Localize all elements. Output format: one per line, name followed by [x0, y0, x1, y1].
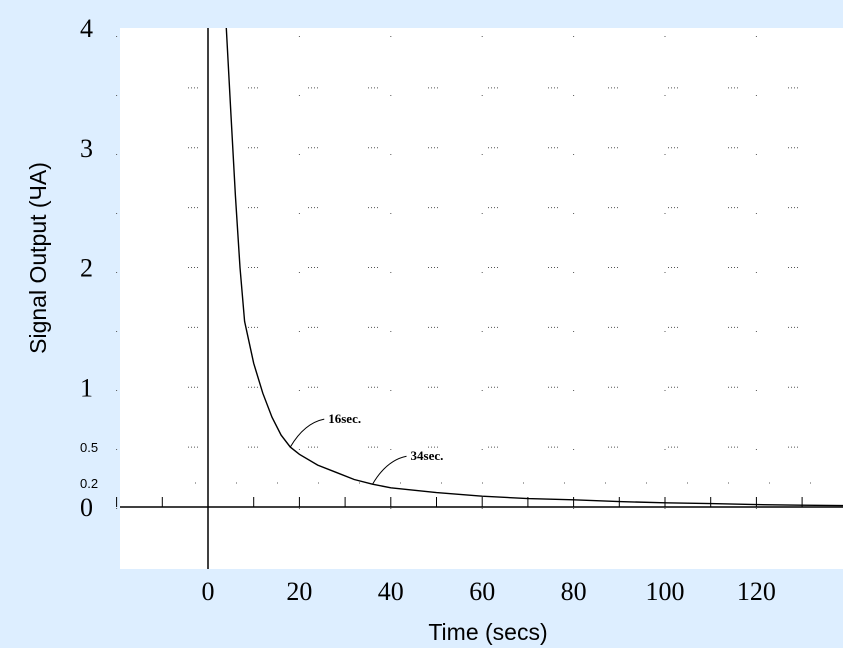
- y-tick-label: 4: [80, 14, 93, 43]
- y-tick-labels: 4 3 2 1 0.5 0.2 0: [80, 14, 98, 522]
- plot-area: [120, 28, 843, 569]
- x-tick-label: 60: [469, 577, 495, 606]
- x-axis-label: Time (secs): [428, 619, 547, 645]
- x-tick-label: 120: [737, 577, 776, 606]
- y-tick-label: 0.5: [80, 440, 98, 455]
- annotations: 16sec. 34sec.: [289, 411, 444, 485]
- x-tick-label: 100: [646, 577, 685, 606]
- y-tick-label: 0.2: [80, 476, 98, 491]
- x-tick-label: 20: [286, 577, 312, 606]
- annotation-label: 16sec.: [328, 411, 361, 426]
- x-tick-label: 80: [561, 577, 587, 606]
- y-tick-label: 2: [80, 254, 93, 283]
- y-tick-label: 0: [80, 493, 93, 522]
- x-tick-marks: [116, 497, 803, 507]
- annotation-leader: [289, 418, 325, 448]
- y-tick-label: 1: [80, 373, 93, 402]
- x-tick-labels: 0 20 40 60 80 100 120: [202, 577, 776, 606]
- x-tick-label: 40: [378, 577, 404, 606]
- x-tick-label: 0: [202, 577, 215, 606]
- grid: [116, 36, 843, 509]
- series-line: [225, 27, 843, 507]
- y-tick-label: 3: [80, 134, 93, 163]
- y-axis-label: Signal Output (ЧA): [25, 162, 51, 354]
- annotation-leader: [372, 455, 407, 485]
- annotation-label: 34sec.: [411, 448, 444, 463]
